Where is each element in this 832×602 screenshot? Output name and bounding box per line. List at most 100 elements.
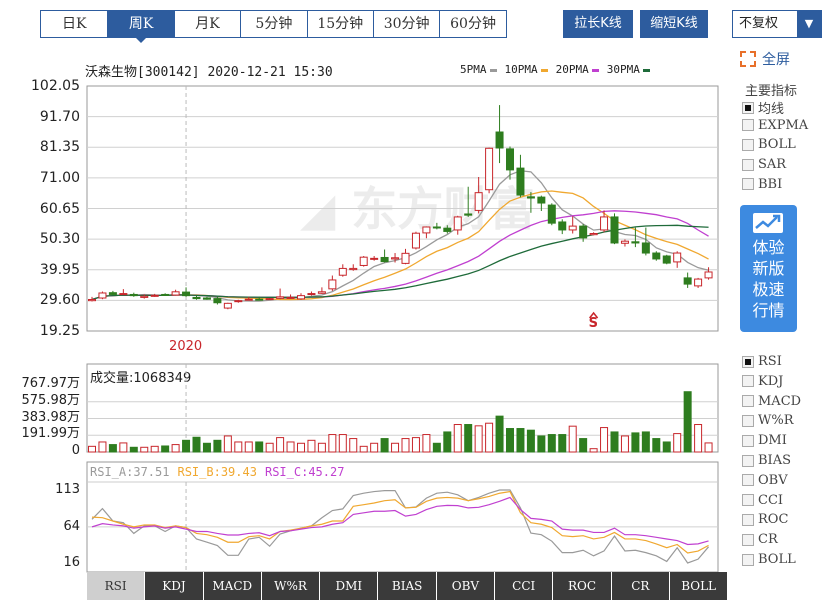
indicator-tab[interactable]: RSI bbox=[87, 572, 146, 600]
period-tab[interactable]: 15分钟 bbox=[306, 11, 373, 37]
checkbox[interactable] bbox=[742, 454, 754, 467]
candlestick bbox=[464, 186, 473, 217]
candle-body bbox=[192, 296, 201, 300]
volume-header: 成交量:1068349 bbox=[90, 371, 192, 386]
checkbox[interactable] bbox=[742, 474, 754, 487]
candle-body bbox=[401, 252, 410, 264]
price-tick-label: 60.65 bbox=[39, 200, 80, 217]
option-label: CR bbox=[758, 532, 778, 548]
indicator-tab[interactable]: CR bbox=[611, 572, 670, 600]
indicator-tab[interactable]: CCI bbox=[495, 572, 554, 600]
volume-bar bbox=[171, 444, 180, 453]
main-indicator-option[interactable]: EXPMA bbox=[742, 118, 808, 133]
volume-bar bbox=[255, 441, 264, 453]
checkbox[interactable] bbox=[742, 375, 754, 388]
main-indicators-title: 主要指标 bbox=[745, 84, 798, 99]
fullscreen-button[interactable]: 全屏 bbox=[740, 49, 790, 69]
volume-tick-label: 575.98万 bbox=[21, 392, 81, 408]
indicator-tab[interactable]: BOLL bbox=[669, 572, 729, 600]
checkbox[interactable] bbox=[742, 395, 754, 408]
candle-body bbox=[380, 256, 389, 263]
sub-indicator-option[interactable]: KDJ bbox=[742, 374, 783, 389]
rsi-tick-label: 64 bbox=[63, 518, 80, 534]
checkbox[interactable] bbox=[742, 101, 754, 114]
sub-indicator-option[interactable]: BOLL bbox=[742, 552, 796, 567]
sub-indicator-option[interactable]: BIAS bbox=[742, 453, 791, 468]
candlestick bbox=[338, 264, 347, 277]
candle-body bbox=[411, 232, 420, 249]
main-indicator-option[interactable]: 均线 bbox=[742, 98, 784, 117]
checkbox[interactable] bbox=[742, 158, 754, 171]
period-tab[interactable]: 日K bbox=[61, 16, 87, 32]
indicator-tab[interactable]: KDJ bbox=[145, 572, 204, 600]
candle-body bbox=[129, 293, 138, 297]
sub-indicator-option[interactable]: CCI bbox=[742, 493, 783, 508]
volume-tick-label: 767.97万 bbox=[21, 376, 81, 391]
candle-body bbox=[673, 252, 682, 263]
checkbox[interactable] bbox=[742, 138, 754, 151]
volume-bar bbox=[129, 446, 138, 453]
candlestick bbox=[297, 293, 305, 300]
checkbox[interactable] bbox=[742, 414, 754, 427]
volume-bar bbox=[213, 439, 222, 453]
adjust-select[interactable]: 不复权 ▼ bbox=[732, 10, 822, 38]
indicator-tab[interactable]: MACD bbox=[203, 572, 262, 600]
volume-bar bbox=[328, 434, 337, 453]
main-indicator-option[interactable]: SAR bbox=[742, 157, 786, 172]
checkbox[interactable] bbox=[742, 513, 754, 526]
checkbox[interactable] bbox=[742, 434, 754, 447]
period-tab[interactable]: 月K bbox=[173, 11, 240, 37]
volume-bar bbox=[683, 391, 692, 453]
period-tab[interactable]: 周K bbox=[107, 11, 174, 43]
candlestick bbox=[516, 154, 525, 198]
period-tab[interactable]: 30分钟 bbox=[372, 11, 439, 37]
checkbox[interactable] bbox=[742, 533, 754, 546]
rsi-line-rsi_a bbox=[91, 489, 710, 564]
candlestick bbox=[506, 146, 514, 180]
checkbox[interactable] bbox=[742, 119, 754, 132]
candlestick bbox=[88, 296, 96, 302]
candlestick bbox=[610, 213, 619, 245]
main-indicator-option[interactable]: BBI bbox=[742, 177, 782, 192]
candle-body bbox=[182, 291, 191, 297]
ma30-line bbox=[91, 224, 709, 301]
indicator-tab[interactable]: W%R bbox=[261, 572, 321, 600]
volume-bar bbox=[192, 436, 201, 453]
main-indicator-option[interactable]: BOLL bbox=[742, 137, 796, 152]
candle-body bbox=[349, 267, 358, 271]
candlestick bbox=[140, 294, 149, 299]
sub-indicator-option[interactable]: W%R bbox=[742, 413, 794, 428]
indicator-tab[interactable]: ROC bbox=[553, 572, 612, 600]
period-tab[interactable]: 60分钟 bbox=[439, 11, 505, 37]
chevron-down-icon: ▼ bbox=[797, 11, 821, 37]
checkbox[interactable] bbox=[742, 355, 754, 368]
volume-bar bbox=[401, 438, 410, 453]
checkbox[interactable] bbox=[742, 553, 754, 566]
rsi-legend: RSI_A:37.51 RSI_B:39.43 RSI_C:45.27 bbox=[90, 465, 344, 479]
sub-indicator-option[interactable]: RSI bbox=[742, 354, 782, 369]
indicator-tab[interactable]: OBV bbox=[436, 572, 496, 600]
option-label: BIAS bbox=[758, 453, 791, 468]
period-tab[interactable]: 5分钟 bbox=[240, 11, 306, 37]
candlestick bbox=[119, 289, 128, 296]
option-label: MACD bbox=[758, 393, 802, 409]
sub-indicator-option[interactable]: ROC bbox=[742, 512, 788, 527]
sub-indicator-option[interactable]: DMI bbox=[742, 433, 787, 448]
candle-body bbox=[589, 233, 598, 236]
sub-indicator-option[interactable]: OBV bbox=[742, 473, 788, 488]
new-version-promo[interactable]: 体验 新版 极速 行情 bbox=[740, 205, 797, 332]
checkbox[interactable] bbox=[742, 178, 754, 191]
candle-body bbox=[694, 278, 703, 287]
candle-body bbox=[453, 216, 462, 231]
checkbox[interactable] bbox=[742, 494, 754, 507]
stretch-kline-button[interactable]: 拉长K线 bbox=[563, 10, 633, 38]
shrink-kline-button[interactable]: 缩短K线 bbox=[640, 10, 708, 38]
indicator-tab[interactable]: BIAS bbox=[378, 572, 437, 600]
sub-indicator-option[interactable]: MACD bbox=[742, 394, 801, 409]
volume-tick-label: 0 bbox=[71, 443, 80, 458]
candlestick bbox=[98, 291, 107, 300]
candle-body bbox=[359, 256, 368, 266]
indicator-tab[interactable]: DMI bbox=[320, 572, 379, 600]
sub-indicator-option[interactable]: CR bbox=[742, 532, 778, 547]
volume-bar bbox=[391, 442, 400, 453]
